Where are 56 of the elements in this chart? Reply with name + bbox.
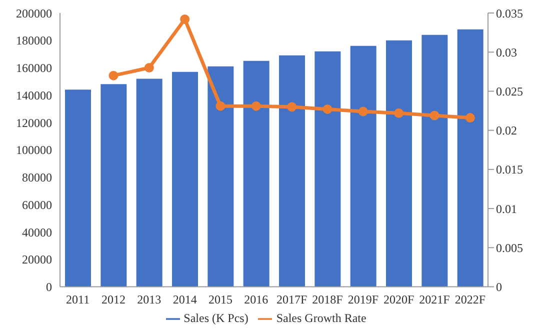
y2-tick-label: 0 — [496, 280, 502, 294]
point — [180, 14, 190, 24]
x-tick-label: 2021F — [419, 292, 450, 306]
y-tick-label: 100000 — [16, 143, 52, 158]
point — [144, 63, 154, 72]
bar — [314, 51, 341, 287]
y-tick-label: 160000 — [16, 61, 52, 76]
point — [394, 108, 404, 118]
point — [465, 113, 475, 123]
y-tick-label: 0 — [46, 280, 52, 294]
bar — [422, 34, 448, 287]
x-tick-label: 2015 — [208, 292, 232, 306]
point — [108, 70, 118, 80]
bar — [208, 66, 234, 287]
y-tick-label: 60000 — [22, 198, 52, 212]
x-tick-label: 2012 — [102, 292, 126, 306]
x-tick-label: 2020F — [383, 292, 414, 306]
y2-tick-label: 0.03 — [496, 45, 517, 60]
point — [358, 106, 368, 116]
bar — [136, 78, 162, 287]
y2-tick-label: 0.005 — [496, 240, 523, 255]
y2-tick-label: 0.035 — [496, 6, 523, 20]
y-tick-label: 80000 — [22, 170, 52, 185]
y2-tick-label: 0.01 — [496, 202, 517, 216]
y-tick-label: 20000 — [22, 252, 52, 267]
point — [430, 110, 440, 120]
x-tick-label: 2014 — [172, 292, 197, 306]
y-tick-label: 120000 — [16, 116, 52, 130]
point — [216, 101, 226, 111]
legend-label: Sales Growth Rate — [276, 310, 366, 325]
y2-tick-label: 0.015 — [496, 162, 523, 177]
x-tick-label: 2018F — [312, 292, 344, 306]
bar — [100, 84, 127, 287]
x-tick-label: 2022F — [454, 292, 486, 306]
bar — [65, 90, 91, 287]
point — [251, 101, 261, 111]
x-tick-label: 2019F — [348, 292, 379, 306]
bar — [243, 60, 270, 287]
bar — [350, 46, 376, 287]
bar — [172, 72, 198, 287]
y-tick-label: 140000 — [16, 88, 52, 102]
y-tick-label: 200000 — [16, 6, 52, 20]
y-tick-label: 180000 — [16, 34, 52, 48]
x-tick-label: 2016 — [244, 292, 268, 306]
x-tick-label: 2011 — [66, 292, 90, 306]
point — [322, 104, 332, 114]
y-tick-label: 40000 — [22, 225, 52, 240]
bar — [457, 29, 484, 287]
bar — [279, 55, 305, 287]
legend-label: Sales (K Pcs) — [184, 310, 248, 325]
bar — [386, 40, 412, 287]
x-tick-label: 2013 — [137, 292, 162, 306]
y2-tick-label: 0.02 — [496, 124, 517, 138]
x-tick-label: 2017F — [276, 292, 308, 306]
y2-tick-label: 0.025 — [496, 84, 523, 98]
point — [287, 102, 297, 112]
